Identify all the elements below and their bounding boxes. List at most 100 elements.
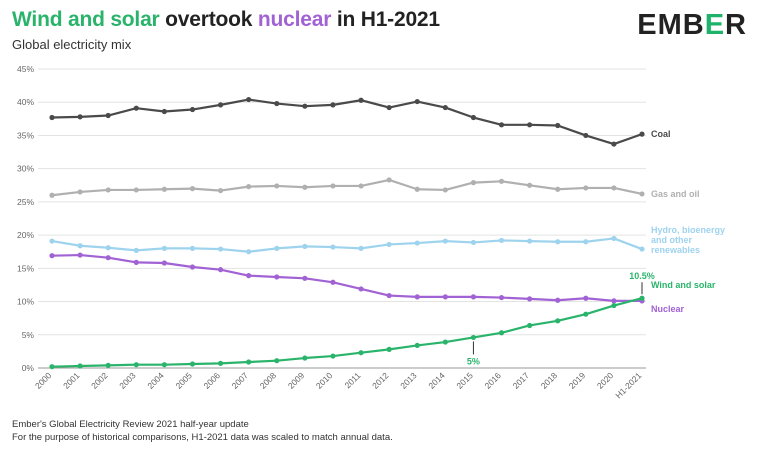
data-point-wind-and-solar (414, 342, 420, 349)
series-label-hydro-bioenergy-and-other-renewables: renewables (651, 245, 700, 255)
data-point-wind-and-solar (274, 358, 280, 364)
data-point-coal (133, 105, 139, 111)
data-point-coal (161, 108, 167, 115)
data-point-gas-and-oil (105, 187, 111, 193)
data-point-coal (330, 102, 336, 108)
x-tick-label: 2013 (398, 370, 419, 391)
data-point-gas-and-oil (358, 183, 364, 189)
data-point-nuclear (442, 294, 448, 300)
x-tick-label: 2007 (230, 370, 251, 391)
data-point-coal (302, 103, 308, 109)
data-point-coal (470, 114, 477, 121)
x-tick-label: 2005 (173, 370, 194, 391)
data-point-coal (527, 122, 533, 128)
series-label-hydro-bioenergy-and-other-renewables: and other (651, 235, 692, 245)
data-point-wind-and-solar (49, 364, 55, 370)
data-point-hydro-bioenergy-and-other-renewables (133, 247, 139, 253)
data-point-nuclear (274, 274, 280, 280)
data-point-wind-and-solar (246, 359, 252, 365)
x-tick-label: 2015 (454, 370, 475, 391)
data-point-nuclear (246, 273, 252, 279)
data-point-nuclear (302, 275, 308, 281)
data-point-gas-and-oil (49, 192, 55, 198)
data-point-coal (583, 132, 589, 139)
y-tick-label: 5% (22, 330, 35, 340)
ember-logo: EMBER (637, 9, 747, 42)
data-point-coal (49, 114, 55, 121)
data-point-hydro-bioenergy-and-other-renewables (470, 239, 477, 246)
chart-title: Wind and solar overtook nuclear in H1-20… (12, 8, 440, 32)
data-point-gas-and-oil (639, 191, 645, 197)
data-point-coal (498, 122, 505, 128)
data-point-hydro-bioenergy-and-other-renewables (498, 237, 505, 244)
data-point-wind-and-solar (583, 311, 589, 317)
annotation-label: 5% (467, 356, 480, 366)
x-tick-label: 2002 (89, 370, 110, 391)
title-part-nuclear: nuclear (257, 8, 332, 31)
data-point-gas-and-oil (386, 177, 392, 183)
data-point-hydro-bioenergy-and-other-renewables (246, 249, 252, 255)
data-point-nuclear (527, 296, 533, 302)
data-point-nuclear (217, 267, 224, 273)
data-point-coal (611, 141, 617, 147)
data-point-nuclear (414, 294, 420, 300)
series-label-wind-and-solar: Wind and solar (651, 280, 716, 290)
series-label-gas-and-oil: Gas and oil (651, 189, 700, 199)
data-point-wind-and-solar (470, 334, 477, 341)
data-point-gas-and-oil (555, 186, 561, 192)
data-point-nuclear (133, 259, 139, 265)
footnote-scaling: For the purpose of historical comparison… (12, 432, 393, 443)
y-tick-label: 25% (17, 197, 34, 207)
y-tick-label: 0% (22, 363, 35, 373)
x-tick-label: 2019 (567, 370, 588, 391)
annotation-label: 10.5% (629, 271, 655, 281)
data-point-nuclear (77, 252, 83, 258)
data-point-hydro-bioenergy-and-other-renewables (527, 238, 533, 244)
y-tick-label: 40% (17, 97, 34, 107)
data-point-gas-and-oil (133, 187, 139, 193)
data-point-gas-and-oil (161, 186, 167, 192)
data-point-nuclear (386, 292, 392, 299)
data-point-coal (189, 106, 196, 113)
data-point-gas-and-oil (611, 185, 617, 191)
data-point-hydro-bioenergy-and-other-renewables (217, 246, 224, 252)
logo-accent-letter: E (704, 9, 726, 41)
title-part-period: in H1-2021 (331, 8, 440, 31)
data-point-gas-and-oil (527, 182, 533, 188)
y-tick-label: 20% (17, 230, 34, 240)
series-line-nuclear (51, 253, 642, 302)
data-point-coal (217, 102, 224, 108)
data-point-wind-and-solar (639, 295, 645, 301)
data-point-hydro-bioenergy-and-other-renewables (639, 246, 645, 252)
data-point-hydro-bioenergy-and-other-renewables (274, 245, 280, 251)
title-part-overtook: overtook (159, 8, 258, 31)
data-point-hydro-bioenergy-and-other-renewables (358, 245, 364, 251)
x-tick-label: 2000 (33, 370, 54, 391)
x-tick-label: 2008 (258, 370, 279, 391)
data-point-wind-and-solar (189, 361, 196, 367)
data-point-hydro-bioenergy-and-other-renewables (442, 238, 448, 244)
x-tick-label: 2018 (539, 370, 560, 391)
data-point-hydro-bioenergy-and-other-renewables (77, 243, 83, 249)
x-tick-label: 2011 (342, 370, 362, 390)
data-point-hydro-bioenergy-and-other-renewables (414, 240, 420, 246)
data-point-nuclear (555, 297, 561, 303)
data-point-wind-and-solar (217, 360, 224, 366)
data-point-hydro-bioenergy-and-other-renewables (105, 245, 111, 251)
data-point-gas-and-oil (414, 186, 420, 192)
data-point-wind-and-solar (498, 330, 505, 336)
data-point-wind-and-solar (442, 339, 448, 345)
data-point-wind-and-solar (77, 363, 83, 369)
data-point-coal (442, 104, 448, 111)
data-point-nuclear (330, 279, 336, 285)
data-point-coal (77, 114, 83, 120)
data-point-hydro-bioenergy-and-other-renewables (583, 239, 589, 245)
data-point-wind-and-solar (133, 362, 139, 368)
x-tick-label: 2003 (117, 370, 138, 391)
data-point-gas-and-oil (302, 184, 308, 190)
data-point-coal (639, 131, 645, 137)
data-point-nuclear (611, 298, 617, 304)
y-tick-label: 15% (17, 263, 34, 273)
data-point-nuclear (358, 286, 364, 292)
